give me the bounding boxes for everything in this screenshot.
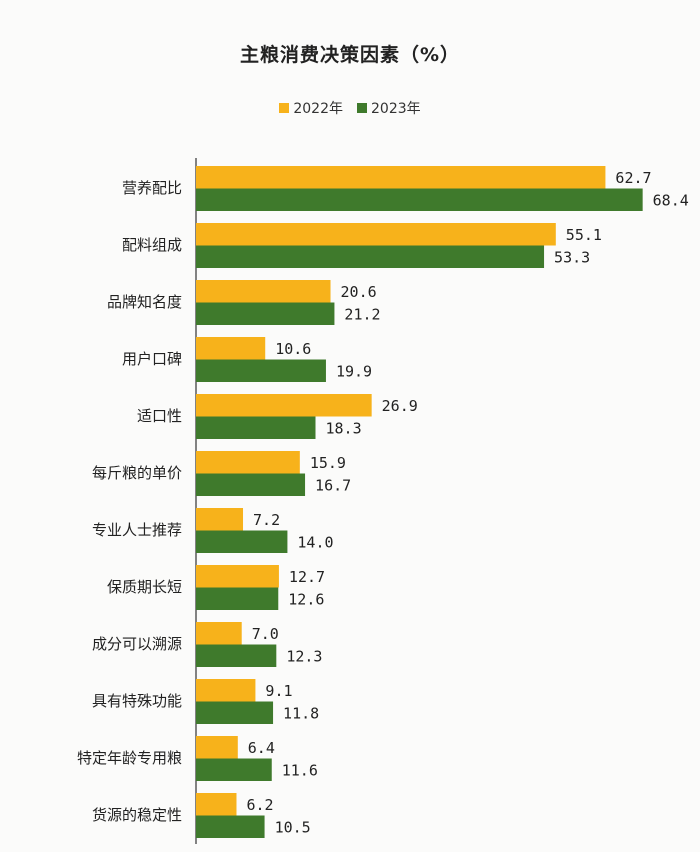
bar-2022 [196,223,556,246]
bar-2022 [196,679,256,702]
value-label-2023: 16.7 [315,476,351,494]
legend-label-2022: 2022年 [293,101,343,117]
bar-2022 [196,394,372,417]
bar-2022 [196,736,238,759]
bar-2023 [196,245,545,268]
category-label: 配料组成 [122,236,182,254]
category-label: 特定年龄专用粮 [77,749,182,767]
category-label: 成分可以溯源 [92,635,182,653]
value-label-2023: 18.3 [325,419,361,437]
value-label-2022: 9.1 [265,682,292,700]
legend-item-2023: 2023年 [357,98,421,118]
category-label: 每斤粮的单价 [92,464,182,482]
value-label-2022: 12.7 [289,568,325,586]
bar-2023 [196,587,279,610]
value-label-2022: 7.2 [253,511,280,529]
value-label-2023: 21.2 [344,305,380,323]
bar-2022 [196,565,279,588]
chart-title: 主粮消费决策因素（%） [239,44,461,66]
value-label-2023: 14.0 [297,533,333,551]
bar-2023 [196,701,274,724]
bar-2023 [196,302,335,325]
value-label-2022: 10.6 [275,340,311,358]
category-label: 货源的稳定性 [92,806,182,824]
bar-2022 [196,508,244,531]
value-label-2022: 15.9 [310,454,346,472]
bar-2023 [196,416,316,439]
value-label-2023: 10.5 [275,818,311,836]
value-label-2022: 55.1 [566,226,602,244]
value-label-2023: 11.8 [283,704,319,722]
value-label-2023: 68.4 [653,191,689,209]
category-label: 适口性 [137,407,182,425]
value-label-2022: 26.9 [382,397,418,415]
bar-2023 [196,188,643,211]
value-label-2023: 12.6 [288,590,324,608]
value-label-2023: 53.3 [554,248,590,266]
category-label: 营养配比 [122,179,182,197]
bar-2022 [196,337,266,360]
category-label: 保质期长短 [107,578,182,596]
value-label-2023: 12.3 [286,647,322,665]
value-label-2023: 11.6 [282,761,318,779]
bar-2023 [196,473,306,496]
bar-2023 [196,644,277,667]
bar-2022 [196,280,331,303]
value-label-2022: 20.6 [341,283,377,301]
value-label-2022: 6.2 [246,796,273,814]
legend: 2022年 2023年 [0,98,700,118]
legend-item-2022: 2022年 [279,98,343,118]
category-label: 专业人士推荐 [92,521,182,539]
value-label-2022: 6.4 [248,739,275,757]
value-label-2023: 19.9 [336,362,372,380]
category-label: 品牌知名度 [107,293,182,311]
bar-2023 [196,758,272,781]
category-label: 用户口碑 [122,350,182,368]
category-label: 具有特殊功能 [92,692,182,710]
bar-2022 [196,451,300,474]
bar-2023 [196,359,326,382]
legend-swatch-2023 [357,103,367,113]
legend-swatch-2022 [279,103,290,113]
value-label-2022: 7.0 [252,625,279,643]
legend-label-2023: 2023年 [371,101,421,117]
bar-2023 [196,530,288,553]
value-label-2022: 62.7 [615,169,651,187]
bar-2022 [196,622,242,645]
bar-2022 [196,166,606,189]
bar-2022 [196,793,237,816]
bar-2023 [196,815,265,838]
